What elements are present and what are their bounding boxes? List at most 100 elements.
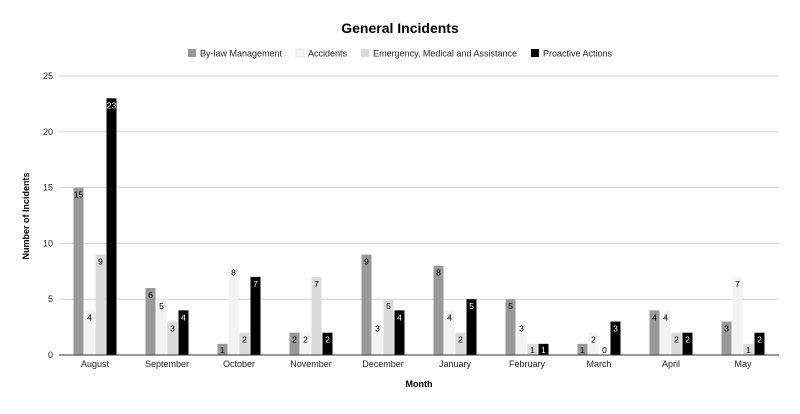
bar bbox=[217, 343, 228, 355]
y-tick-label: 5 bbox=[48, 294, 53, 304]
legend-label: By-law Management bbox=[200, 49, 283, 59]
x-tick-label: November bbox=[290, 359, 332, 369]
x-axis-title: Month bbox=[406, 379, 433, 389]
data-label: 3 bbox=[724, 324, 729, 334]
data-label: 8 bbox=[231, 268, 236, 278]
y-tick-label: 25 bbox=[43, 71, 53, 81]
data-label: 9 bbox=[364, 257, 369, 267]
data-label: 4 bbox=[652, 312, 657, 322]
x-tick-label: February bbox=[509, 359, 546, 369]
y-tick-label: 15 bbox=[43, 183, 53, 193]
data-label: 2 bbox=[242, 335, 247, 345]
bar bbox=[311, 276, 322, 355]
data-label: 4 bbox=[181, 312, 186, 322]
x-tick-label: May bbox=[734, 359, 752, 369]
bar bbox=[250, 276, 261, 355]
bar bbox=[577, 343, 588, 355]
data-label: 1 bbox=[220, 345, 225, 355]
y-tick-label: 0 bbox=[48, 350, 53, 360]
data-label: 3 bbox=[375, 324, 380, 334]
legend-swatch bbox=[361, 49, 370, 57]
data-label: 2 bbox=[757, 335, 762, 345]
legend-label: Proactive Actions bbox=[543, 49, 613, 59]
data-label: 9 bbox=[98, 257, 103, 267]
data-label: 7 bbox=[253, 279, 258, 289]
bar bbox=[289, 332, 300, 355]
data-label: 4 bbox=[447, 312, 452, 322]
x-tick-label: August bbox=[81, 359, 110, 369]
data-label: 1 bbox=[530, 345, 535, 355]
bar bbox=[660, 310, 671, 355]
bar bbox=[433, 265, 444, 355]
bar bbox=[322, 332, 333, 355]
data-label: 15 bbox=[74, 190, 84, 200]
bar bbox=[721, 321, 732, 355]
data-label: 7 bbox=[735, 279, 740, 289]
data-label: 2 bbox=[303, 335, 308, 345]
legend-swatch bbox=[530, 49, 539, 57]
data-label: 2 bbox=[292, 335, 297, 345]
data-label: 8 bbox=[436, 268, 441, 278]
bar bbox=[95, 254, 106, 355]
bar bbox=[394, 310, 405, 355]
y-tick-label: 10 bbox=[43, 238, 53, 248]
data-label: 3 bbox=[519, 324, 524, 334]
bar bbox=[178, 310, 189, 355]
x-tick-label: December bbox=[362, 359, 404, 369]
legend-label: Emergency, Medical and Assistance bbox=[373, 49, 517, 59]
data-label: 1 bbox=[580, 345, 585, 355]
bar bbox=[73, 187, 84, 355]
bar bbox=[239, 332, 250, 355]
legend-item: Proactive Actions bbox=[530, 49, 613, 59]
bar bbox=[372, 321, 383, 355]
bar bbox=[516, 321, 527, 355]
data-label: 7 bbox=[314, 279, 319, 289]
data-label: 3 bbox=[613, 324, 618, 334]
data-label: 1 bbox=[541, 345, 546, 355]
bar bbox=[300, 332, 311, 355]
bar bbox=[156, 299, 167, 355]
data-label: 6 bbox=[148, 290, 153, 300]
legend-item: Accidents bbox=[295, 48, 348, 59]
data-label: 1 bbox=[746, 345, 751, 355]
data-label: 5 bbox=[159, 301, 164, 311]
data-label: 23 bbox=[107, 100, 117, 110]
bar bbox=[649, 310, 660, 355]
data-label: 4 bbox=[397, 312, 402, 322]
legend-swatch bbox=[295, 48, 305, 58]
data-label: 3 bbox=[170, 324, 175, 334]
data-label: 4 bbox=[663, 312, 668, 322]
data-label: 5 bbox=[508, 301, 513, 311]
chart-title: General Incidents bbox=[341, 20, 459, 36]
data-label: 2 bbox=[591, 335, 596, 345]
data-label: 2 bbox=[325, 335, 330, 345]
gridlines bbox=[59, 75, 779, 300]
bar bbox=[743, 343, 754, 355]
x-tick-label: January bbox=[439, 359, 472, 369]
bar bbox=[732, 276, 743, 355]
data-label: 5 bbox=[469, 301, 474, 311]
bar bbox=[466, 299, 477, 355]
bar bbox=[455, 332, 466, 355]
bar bbox=[106, 98, 117, 355]
bar bbox=[383, 299, 394, 355]
y-axis-ticks: 0 5 10 15 20 25 bbox=[43, 71, 53, 360]
bar bbox=[588, 332, 599, 355]
bar bbox=[361, 254, 372, 355]
bar bbox=[444, 310, 455, 355]
bar bbox=[671, 332, 682, 355]
y-axis-title: Number of Incidents bbox=[21, 172, 31, 259]
x-axis-ticks: August September October November December Ja… bbox=[81, 359, 752, 369]
bar bbox=[682, 332, 693, 355]
x-tick-label: September bbox=[145, 359, 189, 369]
x-tick-label: March bbox=[586, 359, 611, 369]
data-label: 2 bbox=[458, 335, 463, 345]
data-label: 4 bbox=[87, 312, 92, 322]
bar bbox=[527, 343, 538, 355]
data-label: 2 bbox=[685, 335, 690, 345]
legend-swatch bbox=[187, 49, 196, 57]
legend-label: Accidents bbox=[308, 49, 348, 59]
